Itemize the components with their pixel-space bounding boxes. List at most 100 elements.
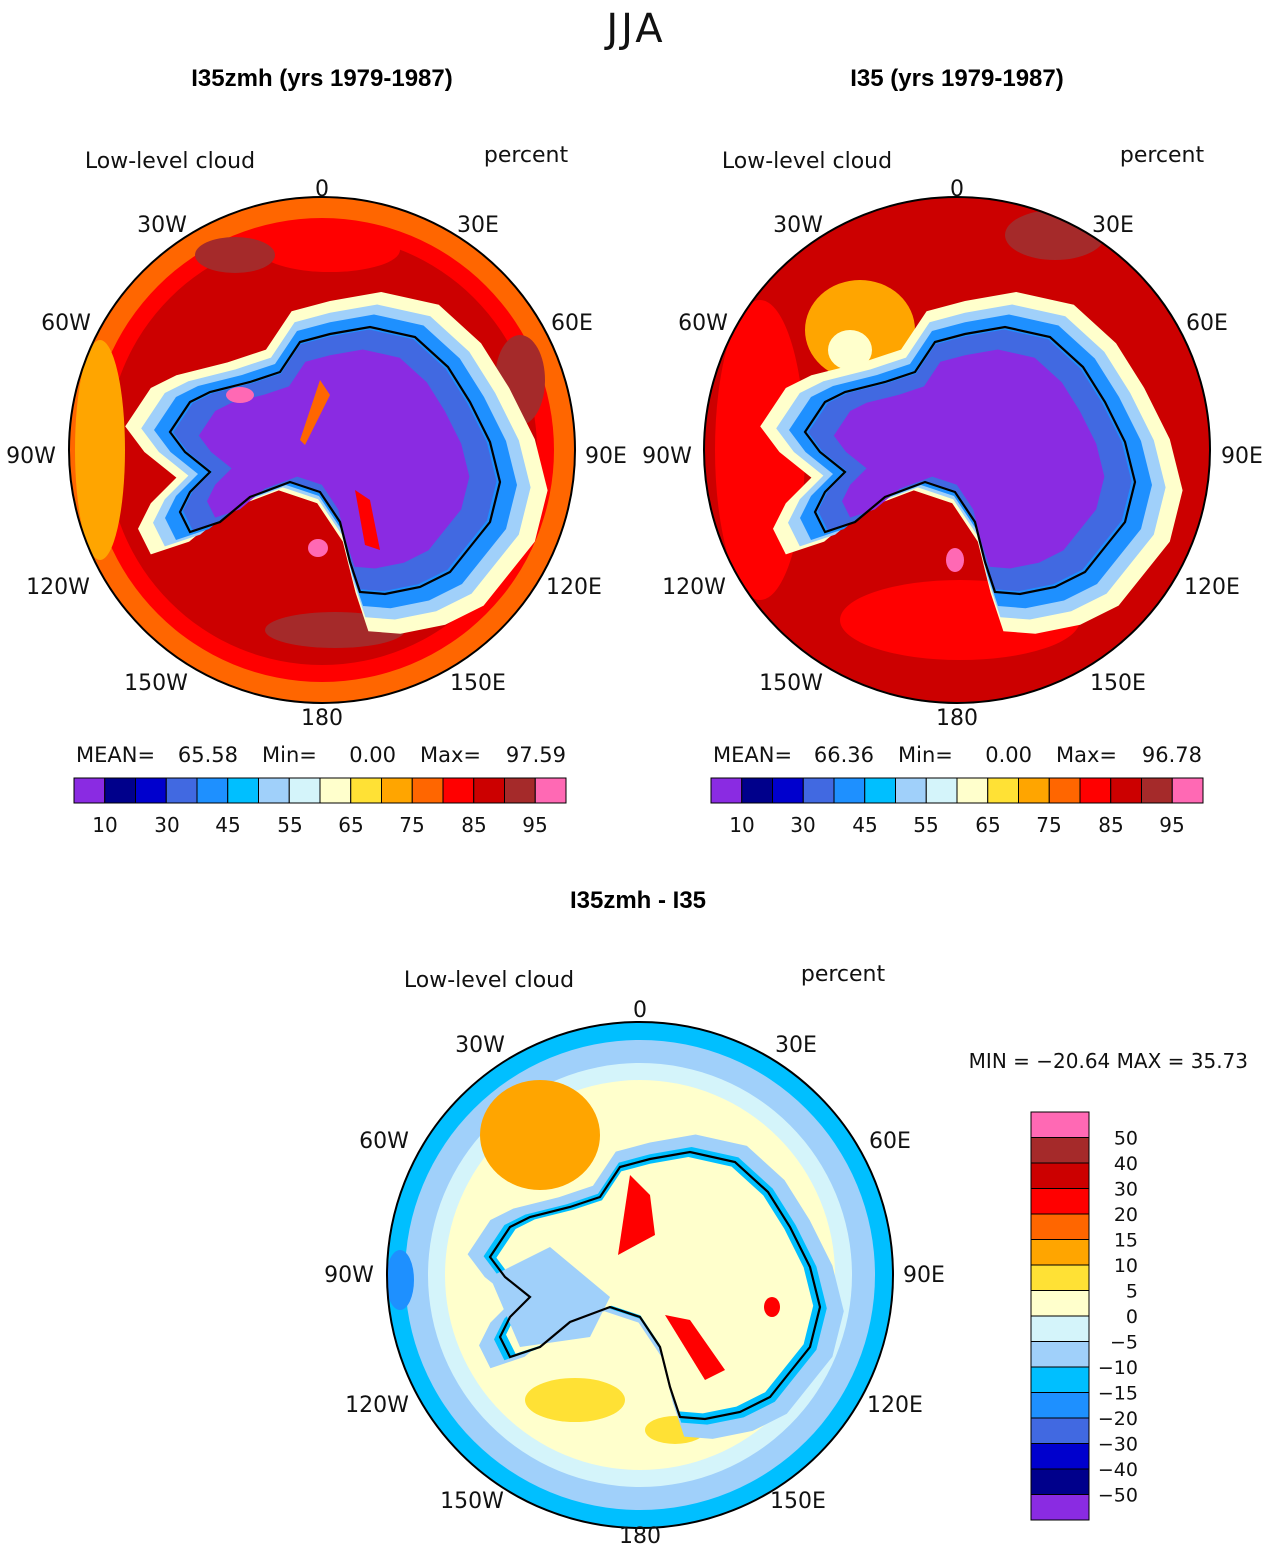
lon-label: 150W bbox=[440, 1489, 504, 1514]
colorbar-swatch bbox=[411, 777, 444, 804]
colorbar-swatch bbox=[227, 777, 259, 804]
colorbar-swatch bbox=[1030, 1290, 1090, 1317]
colorbar-label: −5 bbox=[1110, 1332, 1138, 1354]
colorbar-label: 65 bbox=[975, 813, 1000, 837]
min-max-text: MIN = −20.64 MAX = 35.73 bbox=[969, 1049, 1248, 1073]
colorbar-label: −15 bbox=[1098, 1383, 1138, 1405]
map-border bbox=[68, 196, 576, 704]
colorbar-swatch bbox=[381, 777, 413, 804]
colorbar-label: 5 bbox=[1126, 1281, 1138, 1303]
colorbar-label: 15 bbox=[1114, 1230, 1138, 1252]
colorbar-swatch bbox=[258, 777, 290, 804]
diff-feature bbox=[764, 1297, 780, 1317]
lon-labels: 0 30E 60E 90E 120E 150E 180 150W 120W 90… bbox=[642, 177, 1263, 731]
lon-label: 120W bbox=[345, 1393, 409, 1418]
lon-labels: 0 30E 60E 90E 120E 150E 180 150W 120W 90… bbox=[324, 998, 945, 1549]
mean-label: MEAN= bbox=[713, 743, 792, 767]
field-label: Low-level cloud bbox=[85, 149, 255, 174]
colorbar bbox=[710, 777, 1204, 804]
lon-label: 180 bbox=[936, 706, 978, 731]
panel-control: I35zmh (yrs 1979-1987) Low-level cloud p… bbox=[6, 65, 627, 837]
colorbar-swatch bbox=[1079, 777, 1112, 804]
lon-label: 120E bbox=[546, 575, 602, 600]
colorbar-swatch bbox=[1030, 1264, 1090, 1291]
colorbar-label: 30 bbox=[1114, 1179, 1138, 1201]
lon-labels: 0 30E 60E 90E 120E 150E 180 150W 120W 90… bbox=[6, 177, 627, 731]
ocean-patch bbox=[195, 237, 275, 273]
min-label: Min= bbox=[898, 743, 953, 767]
colorbar-label: 50 bbox=[1114, 1128, 1138, 1150]
lon-label: 60E bbox=[551, 311, 593, 336]
min-value: 0.00 bbox=[985, 743, 1032, 767]
diff-patch bbox=[387, 1250, 414, 1310]
colorbar-label: 40 bbox=[1114, 1153, 1138, 1175]
field-feature bbox=[300, 380, 330, 445]
colorbar-swatch bbox=[319, 777, 352, 804]
field-feature bbox=[308, 539, 328, 557]
lon-label: 30W bbox=[455, 1033, 505, 1058]
diff-feature bbox=[665, 1315, 725, 1380]
lon-label: 90E bbox=[585, 444, 627, 469]
stats-line: MEAN= 66.36 Min= 0.00 Max= 96.78 bbox=[713, 743, 1202, 767]
min-label: Min= bbox=[262, 743, 317, 767]
colorbar-swatch bbox=[987, 777, 1019, 804]
field-label: Low-level cloud bbox=[722, 149, 892, 174]
colorbar-swatch bbox=[1030, 1341, 1090, 1368]
colorbar-swatch bbox=[710, 777, 743, 804]
colorbar-swatch bbox=[1171, 777, 1204, 804]
colorbar-label: 0 bbox=[1126, 1306, 1138, 1328]
colorbar-label: 55 bbox=[913, 813, 938, 837]
field-feature bbox=[226, 387, 254, 403]
colorbar-swatch bbox=[165, 777, 198, 804]
colorbar-swatch bbox=[1030, 1366, 1090, 1393]
colorbar-label: 20 bbox=[1114, 1204, 1138, 1226]
colorbar-label: 10 bbox=[729, 813, 754, 837]
min-value: 0.00 bbox=[349, 743, 396, 767]
colorbar-swatch bbox=[1030, 1111, 1090, 1138]
colorbar-swatch bbox=[534, 777, 567, 804]
lon-label: 90W bbox=[642, 444, 692, 469]
diff-feature bbox=[618, 1175, 655, 1255]
panel-title: I35zmh (yrs 1979-1987) bbox=[191, 65, 453, 92]
ocean-patch bbox=[828, 330, 872, 370]
panel-title: I35 (yrs 1979-1987) bbox=[850, 65, 1064, 92]
panel-difference: I35zmh - I35 Low-level cloud percent bbox=[324, 887, 1248, 1549]
colorbar-swatch bbox=[1048, 777, 1081, 804]
max-value: 96.78 bbox=[1142, 743, 1202, 767]
colorbar-label: 65 bbox=[338, 813, 363, 837]
colorbar-label: 95 bbox=[1159, 813, 1184, 837]
lon-label: 90W bbox=[6, 444, 56, 469]
colorbar-swatch bbox=[1018, 777, 1050, 804]
lon-label: 0 bbox=[315, 177, 329, 202]
colorbar-label: 30 bbox=[790, 813, 815, 837]
lon-label: 90E bbox=[1221, 444, 1263, 469]
lon-label: 150W bbox=[759, 671, 823, 696]
field-feature bbox=[946, 548, 964, 572]
lon-label: 150E bbox=[770, 1489, 826, 1514]
colorbar-label: 55 bbox=[277, 813, 302, 837]
lon-label: 90W bbox=[324, 1263, 374, 1288]
mean-value: 65.58 bbox=[178, 743, 238, 767]
colorbar-swatch bbox=[473, 777, 505, 804]
colorbar-swatch bbox=[1030, 1468, 1090, 1495]
lon-label: 150E bbox=[450, 671, 506, 696]
mean-value: 66.36 bbox=[814, 743, 874, 767]
colorbar-swatch bbox=[864, 777, 896, 804]
lon-label: 60W bbox=[359, 1129, 409, 1154]
colorbar-swatch bbox=[1030, 1315, 1090, 1342]
colorbar-swatch bbox=[73, 777, 106, 804]
mean-label: MEAN= bbox=[76, 743, 155, 767]
stats-line: MEAN= 65.58 Min= 0.00 Max= 97.59 bbox=[76, 743, 566, 767]
colorbar-swatch bbox=[772, 777, 804, 804]
colorbar-swatch bbox=[956, 777, 989, 804]
lon-label: 60E bbox=[869, 1129, 911, 1154]
figure-title: JJA bbox=[603, 6, 665, 52]
colorbar-labels: 10 30 45 55 65 75 85 95 bbox=[729, 813, 1184, 837]
panel-title: I35zmh - I35 bbox=[570, 887, 706, 914]
lon-label: 90E bbox=[903, 1263, 945, 1288]
colorbar-labels: 10 30 45 55 65 75 85 95 bbox=[92, 813, 547, 837]
colorbar-swatch bbox=[833, 777, 866, 804]
colorbar-label: −30 bbox=[1098, 1434, 1138, 1456]
